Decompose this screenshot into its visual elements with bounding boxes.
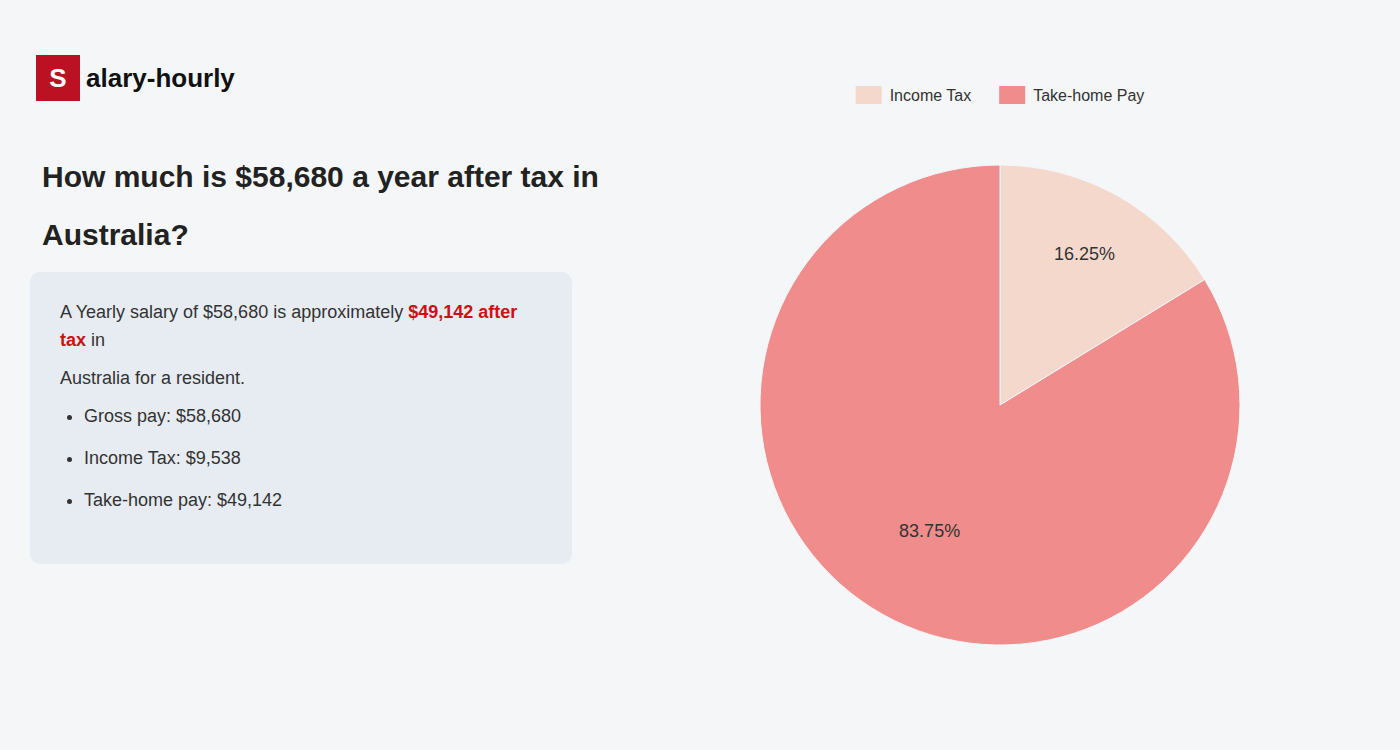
info-box: A Yearly salary of $58,680 is approximat…: [30, 272, 572, 564]
bullet-item: Gross pay: $58,680: [84, 402, 542, 430]
text-panel: Salary-hourly How much is $58,680 a year …: [0, 0, 610, 750]
body-text: Australia for a resident.: [60, 364, 542, 392]
bullet-item: Take-home pay: $49,142: [84, 486, 542, 514]
pie-slice: [760, 165, 1240, 645]
logo-box: S: [36, 55, 80, 101]
legend-swatch: [856, 86, 882, 104]
bullet-item: Income Tax: $9,538: [84, 444, 542, 472]
data-label: 16.25%: [1054, 244, 1115, 264]
legend-label: Take-home Pay: [1033, 87, 1144, 104]
body-text: A Yearly salary of $58,680 is approximat…: [60, 298, 542, 354]
legend: Income Tax Take-home Pay: [856, 86, 1145, 104]
legend-swatch: [999, 86, 1025, 104]
bullet-list: Gross pay: $58,680 Income Tax: $9,538 Take…: [60, 402, 542, 514]
legend-item: Take-home Pay: [999, 86, 1144, 104]
data-labels: 16.25% 83.75%: [899, 244, 1115, 540]
logo: Salary-hourly: [36, 55, 235, 101]
legend-item: Income Tax: [856, 86, 972, 104]
body-text: in: [86, 330, 105, 350]
body-text: A Yearly salary of $58,680 is approximat…: [60, 302, 408, 322]
pie-chart: 16.25% 83.75% Income Tax Take-home Pay: [610, 0, 1400, 750]
logo-text: alary-hourly: [86, 63, 235, 94]
slices: [760, 165, 1240, 645]
title-line: How much is $58,680 a year after tax in: [42, 148, 599, 206]
title-line: Australia?: [42, 206, 599, 264]
title: How much is $58,680 a year after tax inA…: [42, 148, 599, 264]
legend-label: Income Tax: [890, 87, 972, 104]
data-label: 83.75%: [899, 521, 960, 541]
